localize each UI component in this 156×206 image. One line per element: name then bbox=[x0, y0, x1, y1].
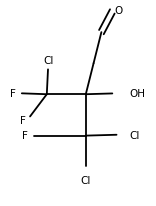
Text: O: O bbox=[115, 6, 123, 16]
Text: Cl: Cl bbox=[43, 56, 54, 66]
Text: Cl: Cl bbox=[129, 130, 140, 140]
Text: F: F bbox=[20, 116, 26, 125]
Text: F: F bbox=[22, 130, 28, 140]
Text: OH: OH bbox=[129, 89, 146, 99]
Text: Cl: Cl bbox=[81, 175, 91, 185]
Text: F: F bbox=[10, 89, 15, 99]
